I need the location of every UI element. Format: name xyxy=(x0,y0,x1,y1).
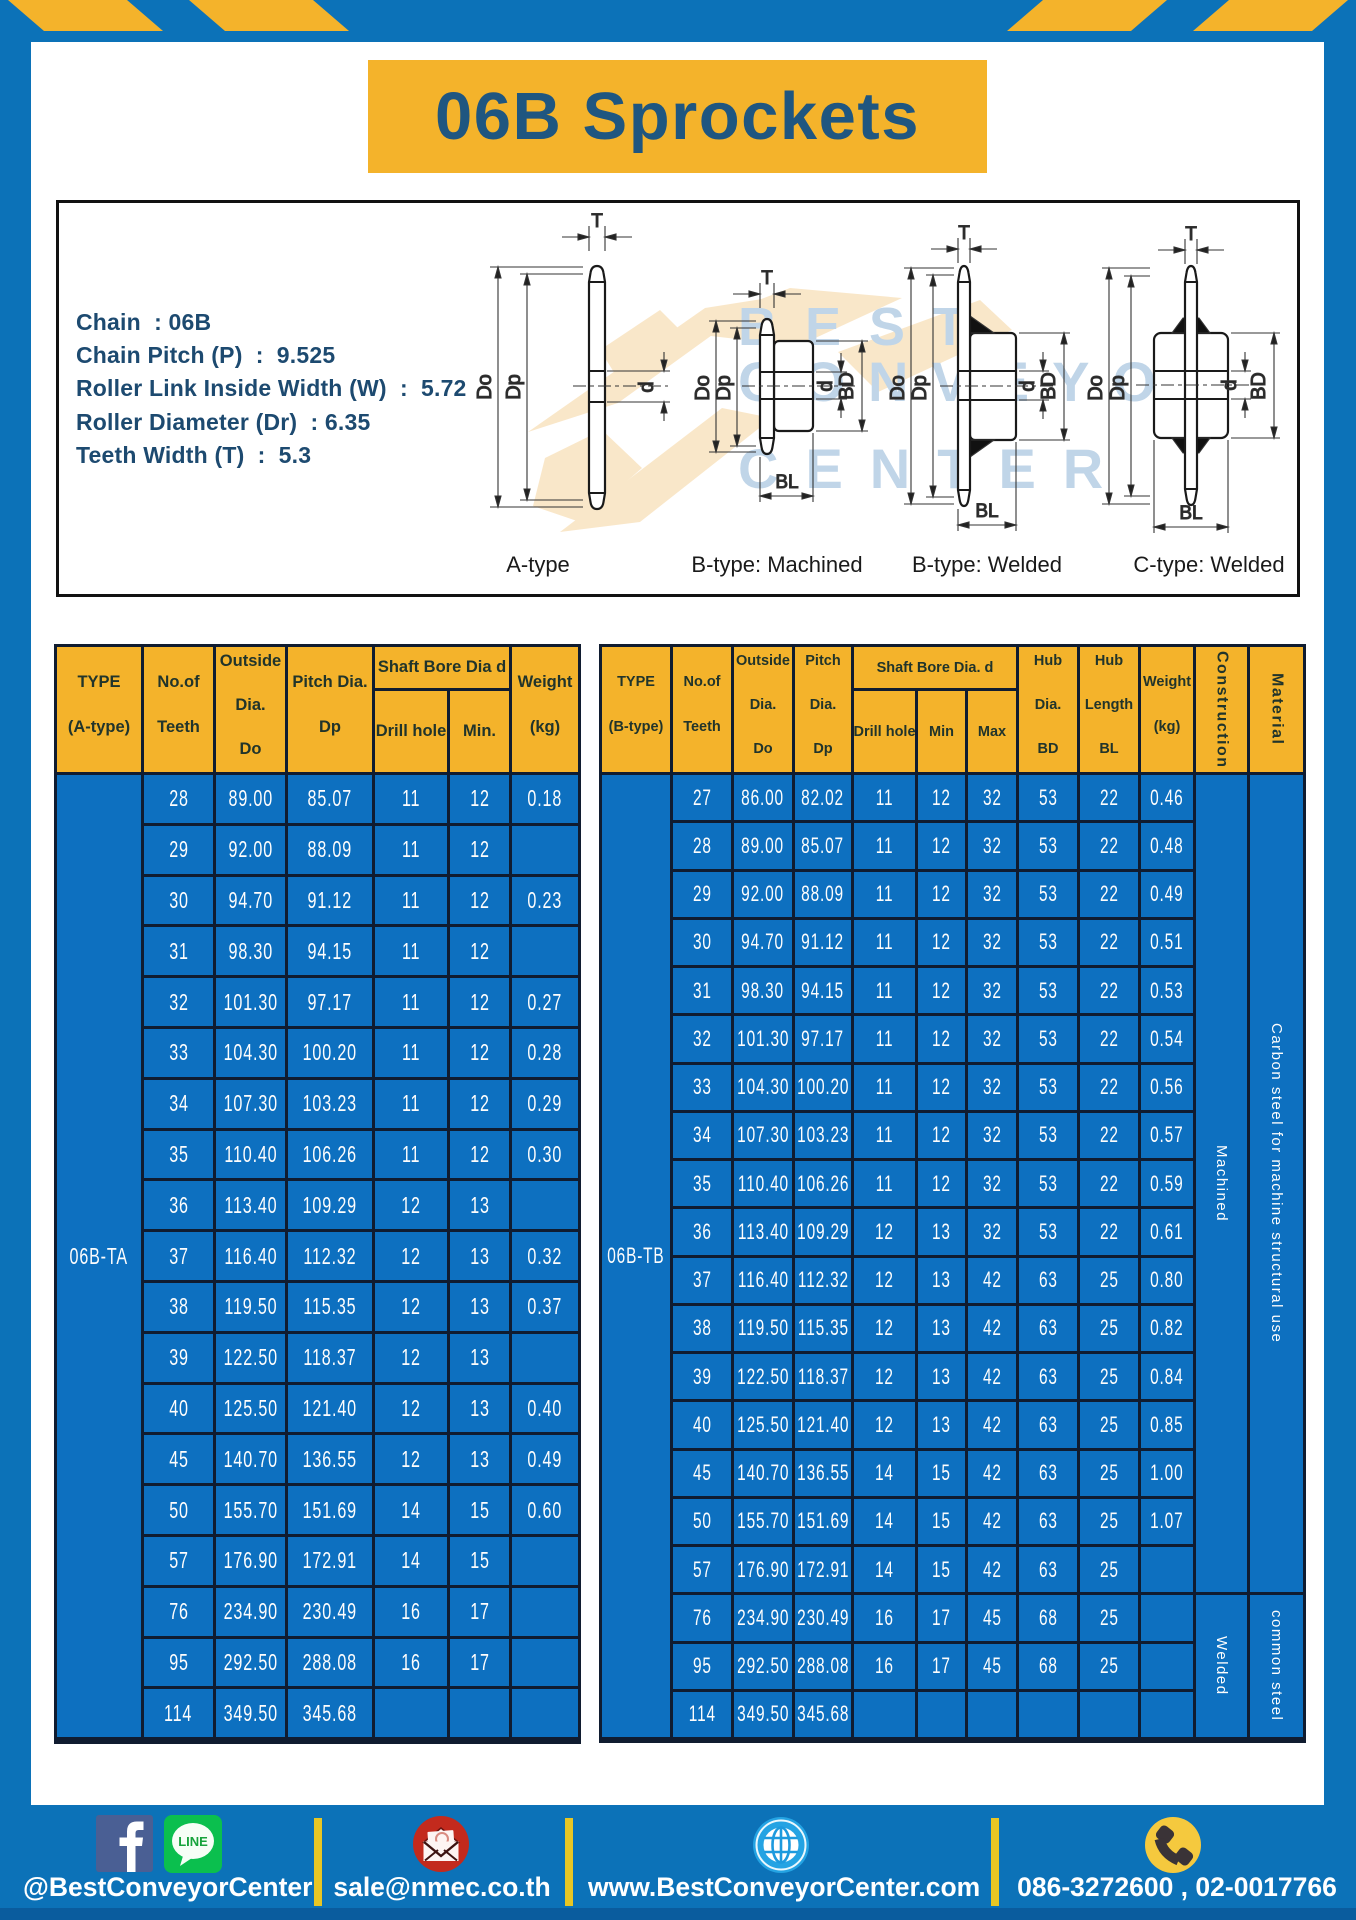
svg-text:Do: Do xyxy=(887,375,909,401)
svg-text:BL: BL xyxy=(1179,503,1202,524)
svg-text:BD: BD xyxy=(1038,372,1060,400)
svg-text:T: T xyxy=(1185,224,1197,245)
svg-text:Do: Do xyxy=(1085,375,1107,401)
svg-text:d: d xyxy=(1017,380,1039,391)
svg-text:d: d xyxy=(1219,379,1241,390)
svg-text:Do: Do xyxy=(692,375,714,401)
svg-text:d: d xyxy=(815,380,837,391)
svg-text:Do: Do xyxy=(474,374,496,400)
svg-text:LINE: LINE xyxy=(178,1834,208,1849)
svg-text:T: T xyxy=(591,211,603,232)
svg-text:B-type: Welded: B-type: Welded xyxy=(912,552,1062,577)
svg-text:Dp: Dp xyxy=(1107,375,1129,401)
svg-text:T: T xyxy=(761,268,773,289)
svg-text:BL: BL xyxy=(775,472,798,493)
svg-text:CENTER: CENTER xyxy=(738,437,1130,500)
svg-text:BL: BL xyxy=(975,501,998,522)
svg-text:T: T xyxy=(958,223,970,244)
svg-text:BD: BD xyxy=(1248,372,1270,400)
svg-text:BD: BD xyxy=(836,372,858,400)
svg-text:A-type: A-type xyxy=(506,552,570,577)
svg-text:d: d xyxy=(636,381,658,392)
svg-text:Dp: Dp xyxy=(909,375,931,401)
svg-text:C-type: Welded: C-type: Welded xyxy=(1133,552,1284,577)
svg-text:B-type: Machined: B-type: Machined xyxy=(691,552,862,577)
svg-text:Dp: Dp xyxy=(503,374,525,400)
svg-text:Dp: Dp xyxy=(713,375,735,401)
